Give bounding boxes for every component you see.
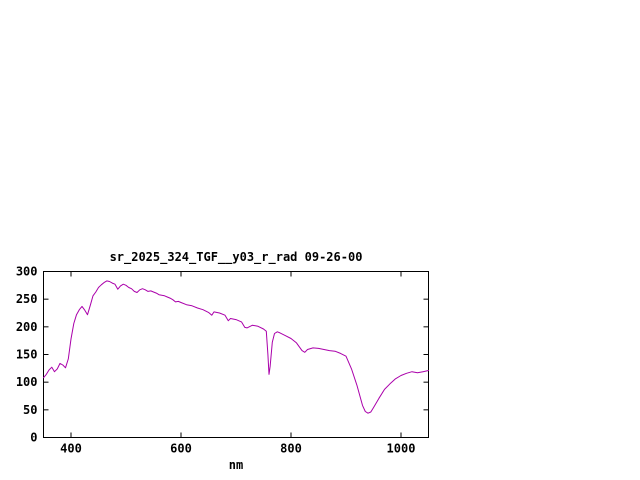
y-tick-label: 200: [16, 320, 38, 334]
series-line: [43, 280, 429, 414]
y-tick-label: 300: [16, 265, 38, 279]
x-tick-label: 1000: [387, 442, 416, 456]
y-tick-label: 150: [16, 348, 38, 362]
chart-title: sr_2025_324_TGF__y03_r_rad 09-26-00: [109, 250, 363, 264]
x-axis-label: nm: [228, 458, 244, 472]
x-tick-label: 600: [170, 442, 192, 456]
x-tick-label: 400: [60, 442, 82, 456]
plot-border: [43, 271, 429, 438]
y-tick-label: 100: [16, 375, 38, 389]
y-tick-label: 250: [16, 292, 38, 306]
y-tick-label: 0: [30, 431, 37, 445]
y-tick-label: 50: [23, 403, 37, 417]
x-tick-label: 800: [280, 442, 302, 456]
